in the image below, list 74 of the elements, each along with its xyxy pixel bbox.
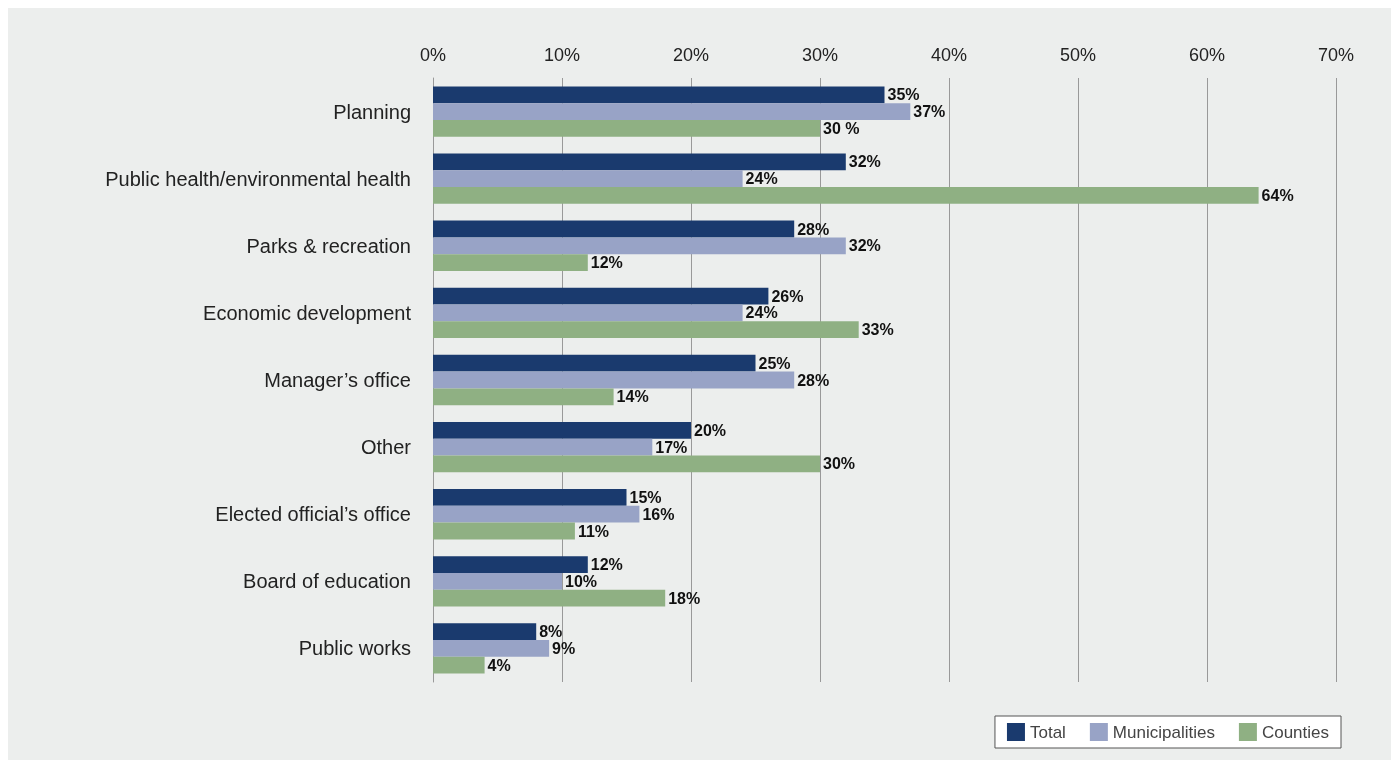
x-tick-label: 60% (1188, 45, 1226, 65)
y-tick-label: Parks & recreation (246, 234, 411, 257)
data-label: 12% (590, 254, 623, 272)
bar (433, 86, 885, 104)
data-label: 12% (590, 556, 623, 574)
bar (433, 505, 640, 523)
data-label: 35% (887, 86, 920, 104)
bar (433, 371, 795, 389)
data-label: 64% (1261, 186, 1294, 204)
legend-label: Municipalities (1112, 722, 1215, 742)
y-tick-label: Economic development (203, 301, 412, 324)
bar (433, 640, 550, 657)
bar (433, 254, 588, 271)
x-tick-label: 70% (1317, 45, 1355, 65)
data-label: 20% (694, 421, 727, 439)
y-tick-label: Board of education (243, 570, 411, 593)
data-label: 9% (552, 639, 576, 657)
bar (433, 455, 820, 473)
data-label: 26% (771, 287, 804, 305)
y-tick-label: Other (360, 436, 412, 459)
y-tick-label: Public works (298, 637, 411, 660)
bar (433, 388, 614, 406)
bar (433, 522, 575, 540)
data-label: 32% (848, 237, 881, 255)
bar (433, 304, 743, 322)
data-label: 15% (629, 488, 662, 506)
y-tick-label: Planning (333, 100, 411, 123)
data-label: 37% (913, 103, 946, 121)
data-label: 24% (745, 304, 778, 322)
bar (433, 489, 627, 506)
data-label: 28% (797, 220, 830, 238)
bar (433, 153, 846, 171)
data-label: 28% (797, 371, 830, 389)
y-tick-label: Manager’s office (264, 369, 411, 391)
y-tick-label: Elected official’s office (215, 503, 411, 526)
bar (433, 556, 588, 573)
data-label: 32% (848, 153, 881, 171)
data-label: 24% (745, 170, 778, 188)
bar (433, 572, 562, 590)
bar (433, 237, 846, 255)
data-label: 14% (616, 388, 649, 406)
bar (433, 220, 795, 238)
data-label: 4% (487, 656, 511, 674)
bar (433, 103, 911, 120)
x-tick-label: 0% (419, 45, 447, 65)
bar (433, 354, 756, 372)
bar (433, 421, 691, 439)
data-label: 16% (642, 505, 675, 523)
data-label: 8% (539, 623, 563, 641)
bar (433, 187, 1259, 204)
legend-label: Total (1029, 722, 1066, 742)
x-tick-label: 30% (801, 45, 839, 65)
bar (433, 119, 820, 137)
bar (433, 170, 743, 188)
bar (433, 438, 653, 456)
data-label: 30 % (823, 119, 860, 137)
bar (433, 321, 859, 339)
legend-label: Counties (1261, 722, 1330, 742)
x-tick-label: 10% (543, 45, 581, 65)
data-label: 17% (655, 438, 688, 456)
data-label: 25% (758, 354, 791, 372)
bar (433, 287, 769, 305)
x-tick-label: 40% (930, 45, 968, 65)
data-label: 18% (668, 589, 701, 607)
x-tick-label: 20% (672, 45, 710, 65)
data-label: 33% (861, 321, 894, 339)
bar (433, 589, 666, 607)
bar (433, 623, 537, 641)
y-tick-label: Public health/environmental health (105, 167, 411, 190)
bar (433, 656, 485, 674)
data-label: 10% (565, 572, 598, 590)
data-label: 30% (823, 455, 856, 473)
x-tick-label: 50% (1059, 45, 1097, 65)
data-label: 11% (577, 522, 610, 540)
